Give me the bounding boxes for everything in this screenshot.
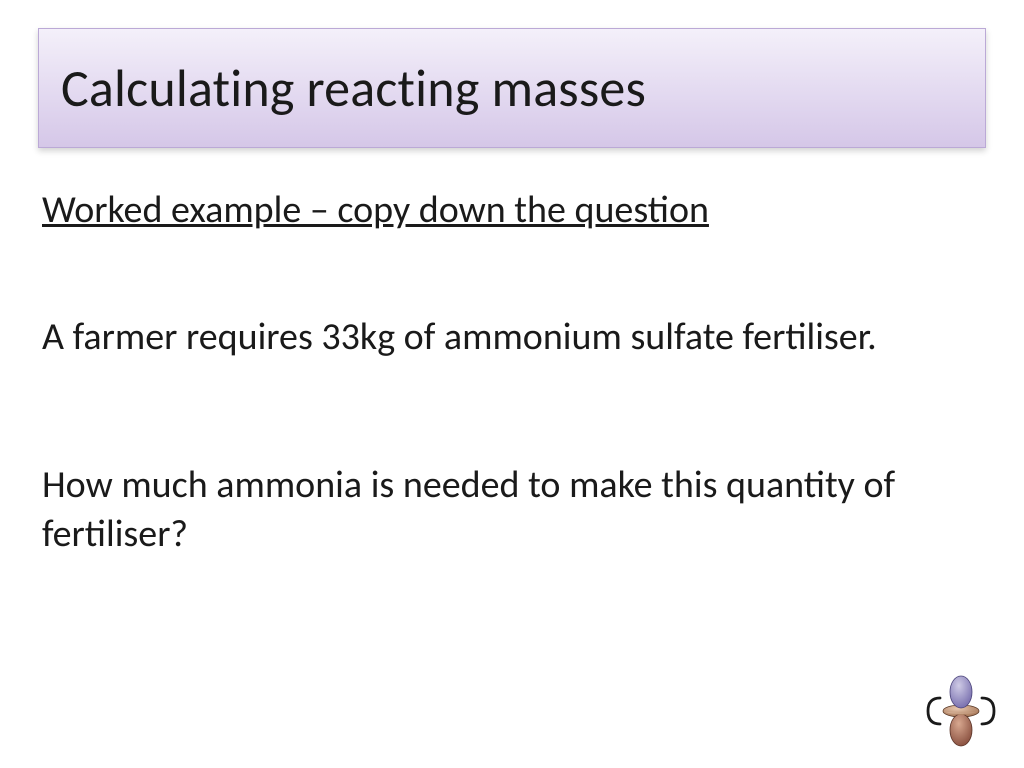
slide-title-box: Calculating reacting masses — [38, 28, 986, 148]
slide-title: Calculating reacting masses — [61, 56, 646, 120]
body-subheading: Worked example – copy down the question — [42, 186, 962, 235]
slide-body: Worked example – copy down the question … — [42, 186, 962, 559]
body-paragraph-1: A farmer requires 33kg of ammonium sulfa… — [42, 313, 962, 362]
orbital-logo-icon — [922, 674, 1000, 748]
slide: Calculating reacting masses Worked examp… — [0, 0, 1024, 768]
body-paragraph-2: How much ammonia is needed to make this … — [42, 461, 962, 558]
